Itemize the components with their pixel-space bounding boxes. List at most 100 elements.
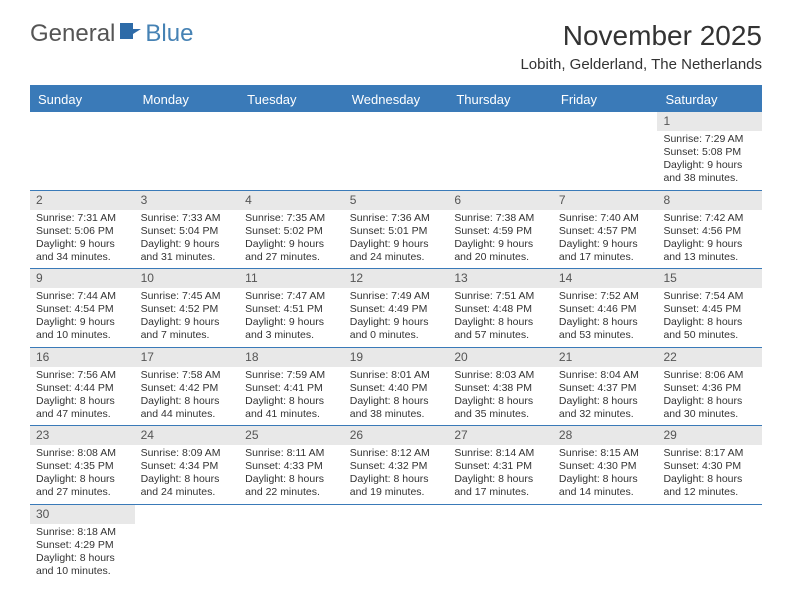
day1-text: Daylight: 9 hours xyxy=(141,238,234,251)
sunrise-text: Sunrise: 7:45 AM xyxy=(141,290,234,303)
day1-text: Daylight: 9 hours xyxy=(141,316,234,329)
day-content: Sunrise: 7:54 AMSunset: 4:45 PMDaylight:… xyxy=(657,288,762,347)
empty-day xyxy=(553,112,658,190)
sunrise-text: Sunrise: 7:31 AM xyxy=(36,212,129,225)
week-row: 1Sunrise: 7:29 AMSunset: 5:08 PMDaylight… xyxy=(30,112,762,191)
day2-text: and 31 minutes. xyxy=(141,251,234,264)
empty-day xyxy=(344,505,449,583)
sunrise-text: Sunrise: 8:17 AM xyxy=(663,447,756,460)
day-16: 16Sunrise: 7:56 AMSunset: 4:44 PMDayligh… xyxy=(30,348,135,426)
day-number: 4 xyxy=(239,191,344,210)
empty-day xyxy=(239,505,344,583)
day2-text: and 47 minutes. xyxy=(36,408,129,421)
weekday-saturday: Saturday xyxy=(657,87,762,112)
day-content: Sunrise: 8:11 AMSunset: 4:33 PMDaylight:… xyxy=(239,445,344,504)
sunset-text: Sunset: 4:34 PM xyxy=(141,460,234,473)
day-content: Sunrise: 8:08 AMSunset: 4:35 PMDaylight:… xyxy=(30,445,135,504)
day-number: 25 xyxy=(239,426,344,445)
day2-text: and 10 minutes. xyxy=(36,565,129,578)
weekday-wednesday: Wednesday xyxy=(344,87,449,112)
weeks-container: 1Sunrise: 7:29 AMSunset: 5:08 PMDaylight… xyxy=(30,112,762,582)
sunrise-text: Sunrise: 7:35 AM xyxy=(245,212,338,225)
day-content: Sunrise: 7:52 AMSunset: 4:46 PMDaylight:… xyxy=(553,288,658,347)
day2-text: and 30 minutes. xyxy=(663,408,756,421)
day-content: Sunrise: 8:09 AMSunset: 4:34 PMDaylight:… xyxy=(135,445,240,504)
sunset-text: Sunset: 4:42 PM xyxy=(141,382,234,395)
day-number: 23 xyxy=(30,426,135,445)
sunset-text: Sunset: 4:37 PM xyxy=(559,382,652,395)
sunrise-text: Sunrise: 7:58 AM xyxy=(141,369,234,382)
day1-text: Daylight: 8 hours xyxy=(245,473,338,486)
day-content: Sunrise: 8:01 AMSunset: 4:40 PMDaylight:… xyxy=(344,367,449,426)
day1-text: Daylight: 8 hours xyxy=(350,395,443,408)
sunrise-text: Sunrise: 8:14 AM xyxy=(454,447,547,460)
day-content: Sunrise: 7:56 AMSunset: 4:44 PMDaylight:… xyxy=(30,367,135,426)
weekday-thursday: Thursday xyxy=(448,87,553,112)
day2-text: and 13 minutes. xyxy=(663,251,756,264)
location: Lobith, Gelderland, The Netherlands xyxy=(520,56,762,73)
sunset-text: Sunset: 4:31 PM xyxy=(454,460,547,473)
day-content: Sunrise: 8:04 AMSunset: 4:37 PMDaylight:… xyxy=(553,367,658,426)
sunrise-text: Sunrise: 7:33 AM xyxy=(141,212,234,225)
day-24: 24Sunrise: 8:09 AMSunset: 4:34 PMDayligh… xyxy=(135,426,240,504)
day-number: 15 xyxy=(657,269,762,288)
day-number: 1 xyxy=(657,112,762,131)
day-2: 2Sunrise: 7:31 AMSunset: 5:06 PMDaylight… xyxy=(30,191,135,269)
logo: General Blue xyxy=(30,20,193,48)
empty-day xyxy=(344,112,449,190)
month-title: November 2025 xyxy=(520,20,762,52)
day-18: 18Sunrise: 7:59 AMSunset: 4:41 PMDayligh… xyxy=(239,348,344,426)
day-number: 17 xyxy=(135,348,240,367)
weekday-header-row: SundayMondayTuesdayWednesdayThursdayFrid… xyxy=(30,87,762,112)
weekday-sunday: Sunday xyxy=(30,87,135,112)
day1-text: Daylight: 9 hours xyxy=(663,159,756,172)
sunset-text: Sunset: 4:46 PM xyxy=(559,303,652,316)
sunrise-text: Sunrise: 8:04 AM xyxy=(559,369,652,382)
day2-text: and 35 minutes. xyxy=(454,408,547,421)
day-content: Sunrise: 7:36 AMSunset: 5:01 PMDaylight:… xyxy=(344,210,449,269)
day1-text: Daylight: 8 hours xyxy=(559,395,652,408)
day1-text: Daylight: 9 hours xyxy=(454,238,547,251)
sunset-text: Sunset: 5:06 PM xyxy=(36,225,129,238)
day1-text: Daylight: 8 hours xyxy=(663,316,756,329)
day-number: 11 xyxy=(239,269,344,288)
day-27: 27Sunrise: 8:14 AMSunset: 4:31 PMDayligh… xyxy=(448,426,553,504)
day-5: 5Sunrise: 7:36 AMSunset: 5:01 PMDaylight… xyxy=(344,191,449,269)
day-content: Sunrise: 8:03 AMSunset: 4:38 PMDaylight:… xyxy=(448,367,553,426)
day1-text: Daylight: 8 hours xyxy=(350,473,443,486)
day1-text: Daylight: 9 hours xyxy=(36,316,129,329)
day-number: 10 xyxy=(135,269,240,288)
empty-day xyxy=(553,505,658,583)
day-8: 8Sunrise: 7:42 AMSunset: 4:56 PMDaylight… xyxy=(657,191,762,269)
day1-text: Daylight: 8 hours xyxy=(141,473,234,486)
day-content: Sunrise: 7:44 AMSunset: 4:54 PMDaylight:… xyxy=(30,288,135,347)
sunset-text: Sunset: 4:36 PM xyxy=(663,382,756,395)
sunset-text: Sunset: 4:35 PM xyxy=(36,460,129,473)
day1-text: Daylight: 9 hours xyxy=(245,238,338,251)
title-block: November 2025 Lobith, Gelderland, The Ne… xyxy=(520,20,762,73)
day1-text: Daylight: 8 hours xyxy=(36,473,129,486)
day-number: 3 xyxy=(135,191,240,210)
sunrise-text: Sunrise: 7:36 AM xyxy=(350,212,443,225)
sunset-text: Sunset: 4:30 PM xyxy=(663,460,756,473)
day-17: 17Sunrise: 7:58 AMSunset: 4:42 PMDayligh… xyxy=(135,348,240,426)
day-number: 22 xyxy=(657,348,762,367)
sunrise-text: Sunrise: 7:38 AM xyxy=(454,212,547,225)
sunset-text: Sunset: 5:02 PM xyxy=(245,225,338,238)
weekday-monday: Monday xyxy=(135,87,240,112)
sunrise-text: Sunrise: 7:40 AM xyxy=(559,212,652,225)
sunset-text: Sunset: 4:41 PM xyxy=(245,382,338,395)
week-row: 30Sunrise: 8:18 AMSunset: 4:29 PMDayligh… xyxy=(30,505,762,583)
sunrise-text: Sunrise: 7:59 AM xyxy=(245,369,338,382)
day1-text: Daylight: 8 hours xyxy=(454,395,547,408)
day1-text: Daylight: 9 hours xyxy=(245,316,338,329)
day2-text: and 44 minutes. xyxy=(141,408,234,421)
day-number: 27 xyxy=(448,426,553,445)
day2-text: and 19 minutes. xyxy=(350,486,443,499)
sunset-text: Sunset: 5:08 PM xyxy=(663,146,756,159)
day-30: 30Sunrise: 8:18 AMSunset: 4:29 PMDayligh… xyxy=(30,505,135,583)
day2-text: and 53 minutes. xyxy=(559,329,652,342)
day-content: Sunrise: 8:17 AMSunset: 4:30 PMDaylight:… xyxy=(657,445,762,504)
day-25: 25Sunrise: 8:11 AMSunset: 4:33 PMDayligh… xyxy=(239,426,344,504)
empty-day xyxy=(30,112,135,190)
